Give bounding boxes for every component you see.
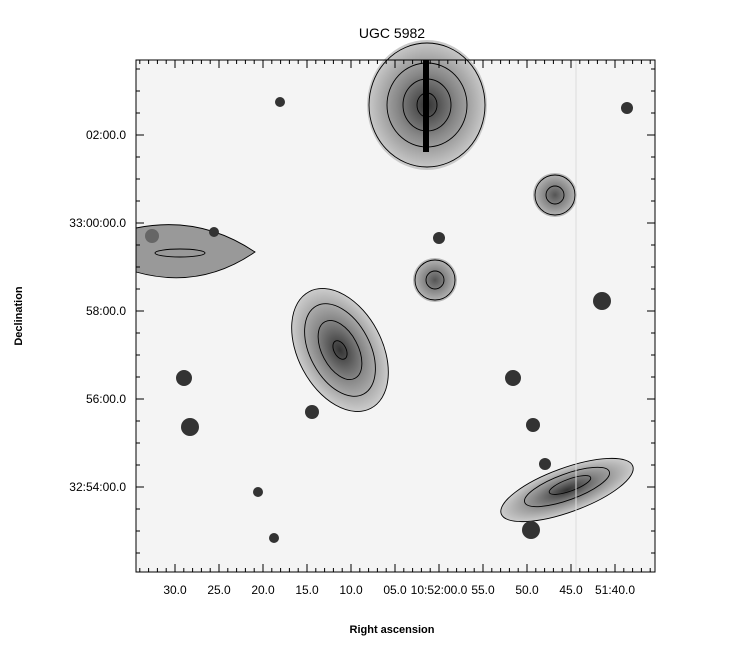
x-tick-label: 20.0 [251,583,275,597]
x-tick-label: 30.0 [163,583,187,597]
sky-image [135,40,655,572]
y-tick-label: 56:00.0 [86,392,126,406]
y-tick-label: 02:00.0 [86,128,126,142]
x-tick-label: 10.0 [339,583,363,597]
x-tick-label: 55.0 [471,583,495,597]
x-tick-label: 25.0 [207,583,231,597]
x-tick-label: 50.0 [515,583,539,597]
y-tick-label: 32:54:00.0 [69,480,126,494]
y-axis-label: Declination [13,286,25,346]
y-tick-label: 58:00.0 [86,304,126,318]
x-tick-label: 10:52:00.0 [411,583,468,597]
x-tick-label: 45.0 [559,583,583,597]
chart-title: UGC 5982 [359,25,425,41]
y-tick-label: 33:00:00.0 [69,216,126,230]
x-tick-label: 05.0 [383,583,407,597]
x-axis-label: Right ascension [350,624,435,636]
x-tick-label: 15.0 [295,583,319,597]
x-tick-label: 51:40.0 [595,583,635,597]
